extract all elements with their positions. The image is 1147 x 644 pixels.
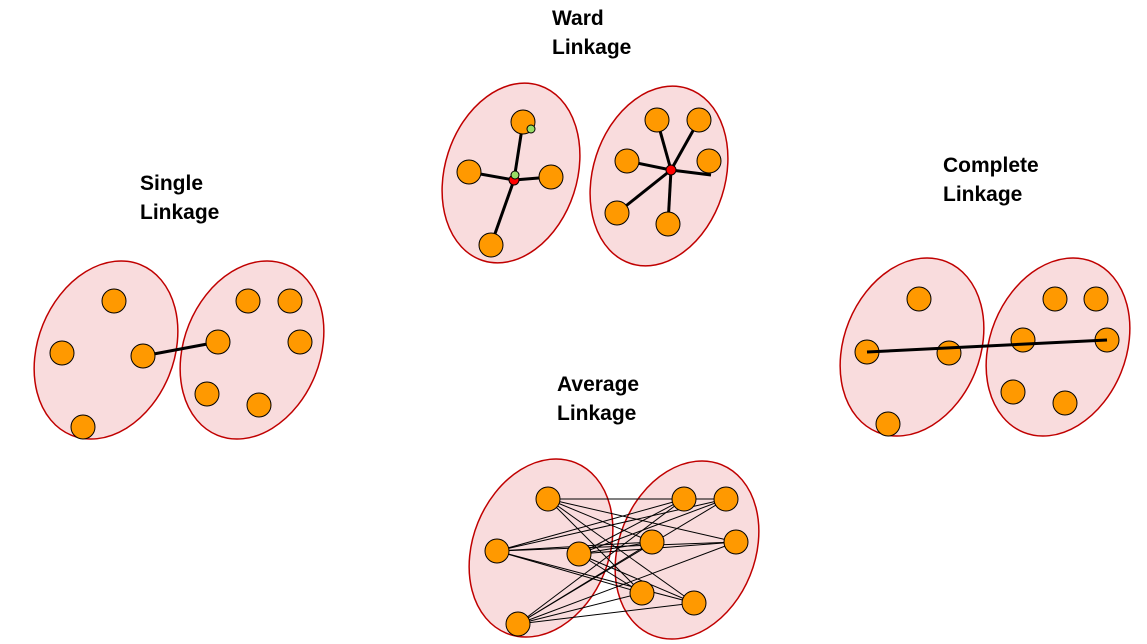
single-cluster-left	[33, 260, 179, 440]
ward-right-points	[604, 107, 722, 237]
average-linkage-link	[517, 602, 695, 625]
complete-linkage-title-line2: Linkage	[943, 183, 1022, 206]
average-linkage-link	[496, 498, 685, 552]
average-linkage-link	[578, 498, 727, 555]
single-linkage-title-line1: Single	[140, 172, 203, 195]
average-linkage-link	[496, 541, 737, 552]
single-linkage-title-line2: Linkage	[140, 201, 219, 224]
average-linkage-link	[578, 553, 695, 604]
data-point	[875, 411, 901, 437]
single-cluster-right-points	[194, 288, 313, 418]
data-point	[629, 580, 655, 606]
data-point	[723, 529, 749, 555]
complete-cluster-left	[839, 257, 985, 437]
single-cluster-left-points	[49, 288, 156, 440]
complete-linkage-panel: Complete Linkage	[839, 154, 1131, 437]
data-point	[505, 611, 531, 637]
average-linkage-link	[517, 541, 737, 625]
data-point	[906, 286, 932, 312]
data-point	[277, 288, 303, 314]
data-point	[1000, 379, 1026, 405]
data-point	[1052, 390, 1078, 416]
ward-linkage-title-line1: Ward	[552, 7, 604, 30]
data-point	[644, 107, 670, 133]
ward-right-links	[616, 119, 712, 225]
data-point	[604, 200, 630, 226]
average-cluster-left-points	[484, 486, 592, 637]
ward-mean-marker	[510, 170, 520, 180]
data-point	[566, 541, 592, 567]
ward-right-centroid	[665, 164, 677, 176]
average-linkage-panel: Average Linkage	[468, 373, 760, 640]
data-point	[1042, 286, 1068, 312]
data-point	[484, 538, 510, 564]
complete-cluster-right-points	[1000, 286, 1120, 416]
data-point	[49, 340, 75, 366]
data-point	[936, 340, 962, 366]
single-cluster-right	[179, 260, 325, 440]
data-point	[655, 211, 681, 237]
data-point	[287, 329, 313, 355]
ward-cluster-right	[589, 85, 729, 267]
data-point	[639, 529, 665, 555]
complete-linkage-title-line1: Complete	[943, 154, 1039, 177]
ward-linkage-title-line2: Linkage	[552, 36, 631, 59]
average-cluster-right-points	[629, 486, 749, 616]
average-linkage-link	[517, 541, 653, 625]
data-point	[478, 232, 504, 258]
average-linkage-link	[547, 498, 653, 543]
complete-linkage-link	[866, 338, 1108, 354]
average-linkage-title-line1: Average	[557, 373, 639, 396]
data-point	[246, 392, 272, 418]
data-point	[535, 486, 561, 512]
data-point	[713, 486, 739, 512]
average-linkage-link	[578, 498, 685, 555]
data-point	[538, 164, 564, 190]
single-linkage-panel: Single Linkage	[33, 172, 325, 440]
data-point	[70, 414, 96, 440]
data-point	[235, 288, 261, 314]
data-point	[194, 381, 220, 407]
data-point	[681, 590, 707, 616]
data-point	[101, 288, 127, 314]
data-point	[205, 329, 231, 355]
ward-left-points	[456, 109, 564, 258]
data-point	[614, 148, 640, 174]
average-linkage-title-line2: Linkage	[557, 402, 636, 425]
ward-linkage-panel: Ward Linkage	[441, 7, 729, 267]
data-point	[696, 148, 722, 174]
average-linkage-link	[517, 592, 643, 625]
ward-mean-marker	[526, 124, 536, 134]
ward-link	[670, 168, 712, 177]
data-point	[686, 107, 712, 133]
data-point	[456, 159, 482, 185]
average-linkage-link	[517, 498, 685, 625]
data-point	[671, 486, 697, 512]
data-point	[130, 343, 156, 369]
data-point	[1083, 286, 1109, 312]
data-point	[1010, 327, 1036, 353]
single-linkage-link	[142, 340, 219, 358]
